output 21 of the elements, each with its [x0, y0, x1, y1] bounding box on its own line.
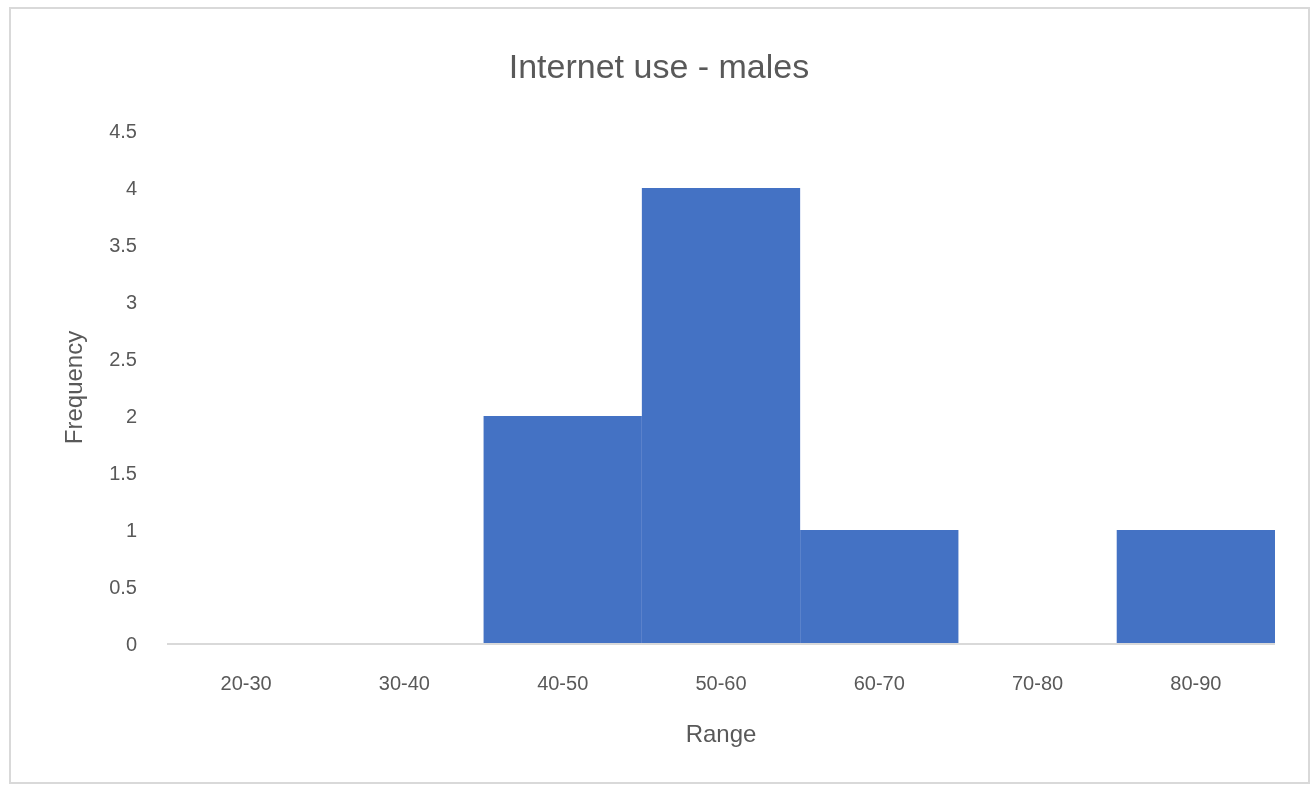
x-tick-label: 40-50: [537, 672, 589, 694]
x-tick-label: 60-70: [853, 672, 905, 694]
x-tick-label: 50-60: [695, 672, 747, 694]
x-axis-title: Range: [685, 720, 757, 747]
x-tick-label: 70-80: [1011, 672, 1064, 694]
x-tick-label: 30-40: [378, 672, 431, 694]
y-tick-label: 0.5: [109, 576, 137, 598]
y-tick-label: 1: [125, 519, 137, 541]
y-axis-title: Frequency: [60, 330, 87, 445]
bar: [1116, 530, 1275, 644]
y-tick-label: 1.5: [109, 462, 137, 484]
y-tick-label: 3: [125, 291, 137, 313]
y-tick-label: 4.5: [109, 120, 137, 142]
y-tick-label: 2.5: [109, 348, 137, 370]
y-tick-label: 4: [125, 177, 137, 199]
y-tick-label: 2: [125, 405, 137, 427]
chart-title: Internet use - males: [508, 47, 810, 85]
y-tick-label: 0: [125, 633, 137, 655]
x-tick-label: 20-30: [220, 672, 272, 694]
y-tick-label: 3.5: [109, 234, 137, 256]
x-tick-label: 80-90: [1170, 672, 1222, 694]
